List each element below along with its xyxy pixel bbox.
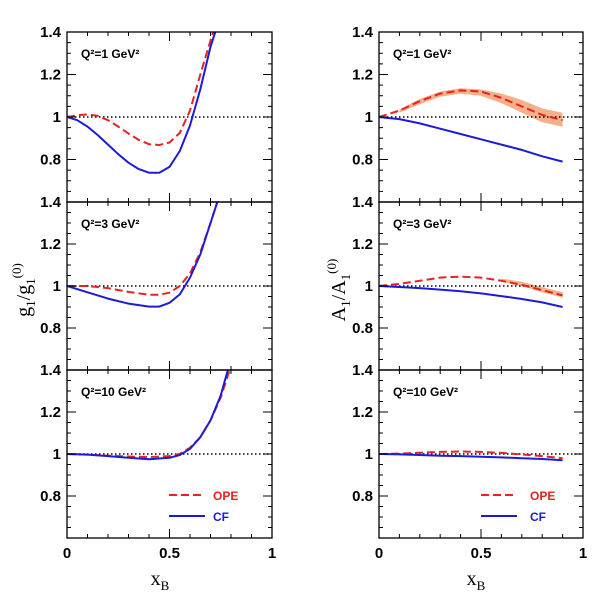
y-tick-label-right-q3: 1.4 bbox=[352, 194, 374, 211]
plot-area-right-q10 bbox=[379, 450, 583, 462]
panel-label-left-q10: Q²=10 GeV² bbox=[81, 385, 146, 399]
panel-left-q3: 0.8 1 1.2 1.4 Q²=3 GeV² bbox=[40, 194, 273, 371]
y-axis-title-right: A1/A1(0) bbox=[324, 259, 353, 322]
y-tick-label-right-q1: 1.2 bbox=[352, 67, 373, 84]
plot-area-left-q10 bbox=[67, 370, 272, 461]
y-tick-label-left-q1: 1.4 bbox=[40, 24, 62, 41]
y-tick-label-right-q10: 1.2 bbox=[352, 404, 373, 421]
y-tick-label-left-q3: 0.8 bbox=[40, 320, 61, 337]
y-tick-label-right-q1: 1 bbox=[365, 109, 373, 126]
series-ope-left-q3 bbox=[67, 202, 219, 296]
x-tick-label-left-q10: 1 bbox=[268, 545, 276, 562]
y-tick-label-right-q10: 0.8 bbox=[352, 488, 373, 505]
panel-label-right-q1: Q²=1 GeV² bbox=[393, 47, 451, 61]
series-cf-right-q1 bbox=[379, 116, 563, 163]
y-tick-label-right-q3: 0.8 bbox=[352, 320, 373, 337]
legend-cf-label-left: CF bbox=[213, 510, 229, 524]
x-tick-label-left-q10: 0.5 bbox=[159, 545, 180, 562]
x-tick-label-right-q10: 1 bbox=[579, 545, 587, 562]
panel-right-q10: 0.8 1 1.2 1.4 0 0.5 1 Q²=10 GeV² bbox=[352, 362, 587, 562]
legend-cf-label-right: CF bbox=[530, 510, 546, 524]
x-tick-label-right-q10: 0.5 bbox=[471, 545, 492, 562]
y-tick-label-left-q1: 1 bbox=[53, 109, 61, 126]
y-tick-label-left-q1: 1.2 bbox=[40, 67, 61, 84]
panel-right-q1: 0.8 1 1.2 1.4 Q²=1 GeV² bbox=[352, 24, 584, 203]
panel-label-left-q1: Q²=1 GeV² bbox=[81, 47, 139, 61]
series-cf-right-q3 bbox=[379, 285, 563, 308]
y-tick-label-right-q10: 1 bbox=[365, 446, 373, 463]
y-tick-label-left-q3: 1.4 bbox=[40, 194, 62, 211]
y-tick-label-left-q10: 1.4 bbox=[40, 362, 62, 379]
plot-area-right-q3 bbox=[379, 275, 583, 308]
plot-area-left-q3 bbox=[67, 202, 272, 308]
y-tick-label-left-q10: 1 bbox=[53, 446, 61, 463]
series-ope-right-q10 bbox=[379, 450, 563, 460]
panel-label-right-q3: Q²=3 GeV² bbox=[393, 217, 451, 231]
panel-label-right-q10: Q²=10 GeV² bbox=[393, 385, 458, 399]
y-tick-label-left-q3: 1.2 bbox=[40, 236, 61, 253]
y-tick-label-left-q1: 0.8 bbox=[40, 152, 61, 169]
panel-left-q10: 0.8 1 1.2 1.4 0 0.5 1 Q²=10 GeV² bbox=[40, 362, 276, 562]
y-tick-label-right-q10: 1.4 bbox=[352, 362, 374, 379]
panel-label-left-q3: Q²=3 GeV² bbox=[81, 217, 139, 231]
y-tick-label-left-q10: 1.2 bbox=[40, 404, 61, 421]
plot-area-left-q1 bbox=[67, 32, 272, 174]
uncertainty-band-right-q1 bbox=[399, 88, 563, 127]
x-tick-label-right-q10: 0 bbox=[375, 545, 383, 562]
uncertainty-band-right-q3 bbox=[501, 278, 563, 298]
y-tick-label-right-q1: 1.4 bbox=[352, 24, 374, 41]
y-tick-label-right-q3: 1.2 bbox=[352, 236, 373, 253]
series-cf-left-q3 bbox=[67, 202, 219, 308]
y-axis-title-left: g1/g1(0) bbox=[9, 263, 38, 317]
legend-ope-label-right: OPE bbox=[530, 489, 555, 503]
panel-left-q1: 0.8 1 1.2 1.4 Q²=1 GeV² bbox=[40, 24, 273, 203]
series-ope-right-q3 bbox=[379, 275, 563, 297]
series-ope-right-q1 bbox=[379, 89, 563, 122]
x-axis-title-right: xB bbox=[467, 568, 486, 593]
y-tick-label-right-q3: 1 bbox=[365, 278, 373, 295]
series-ope-left-q1 bbox=[67, 32, 215, 146]
series-cf-left-q1 bbox=[67, 32, 217, 174]
x-axis-title-left: xB bbox=[151, 568, 170, 593]
y-tick-label-left-q3: 1 bbox=[53, 278, 61, 295]
y-tick-label-left-q10: 0.8 bbox=[40, 488, 61, 505]
series-cf-right-q10 bbox=[379, 453, 563, 462]
series-ope-left-q10 bbox=[67, 370, 231, 459]
panel-right-q3: 0.8 1 1.2 1.4 Q²=3 GeV² bbox=[352, 194, 584, 371]
y-tick-label-right-q1: 0.8 bbox=[352, 152, 373, 169]
plot-area-right-q1 bbox=[379, 88, 583, 163]
x-tick-label-left-q10: 0 bbox=[63, 545, 71, 562]
legend-ope-label-left: OPE bbox=[213, 489, 238, 503]
series-cf-left-q10 bbox=[67, 370, 229, 461]
